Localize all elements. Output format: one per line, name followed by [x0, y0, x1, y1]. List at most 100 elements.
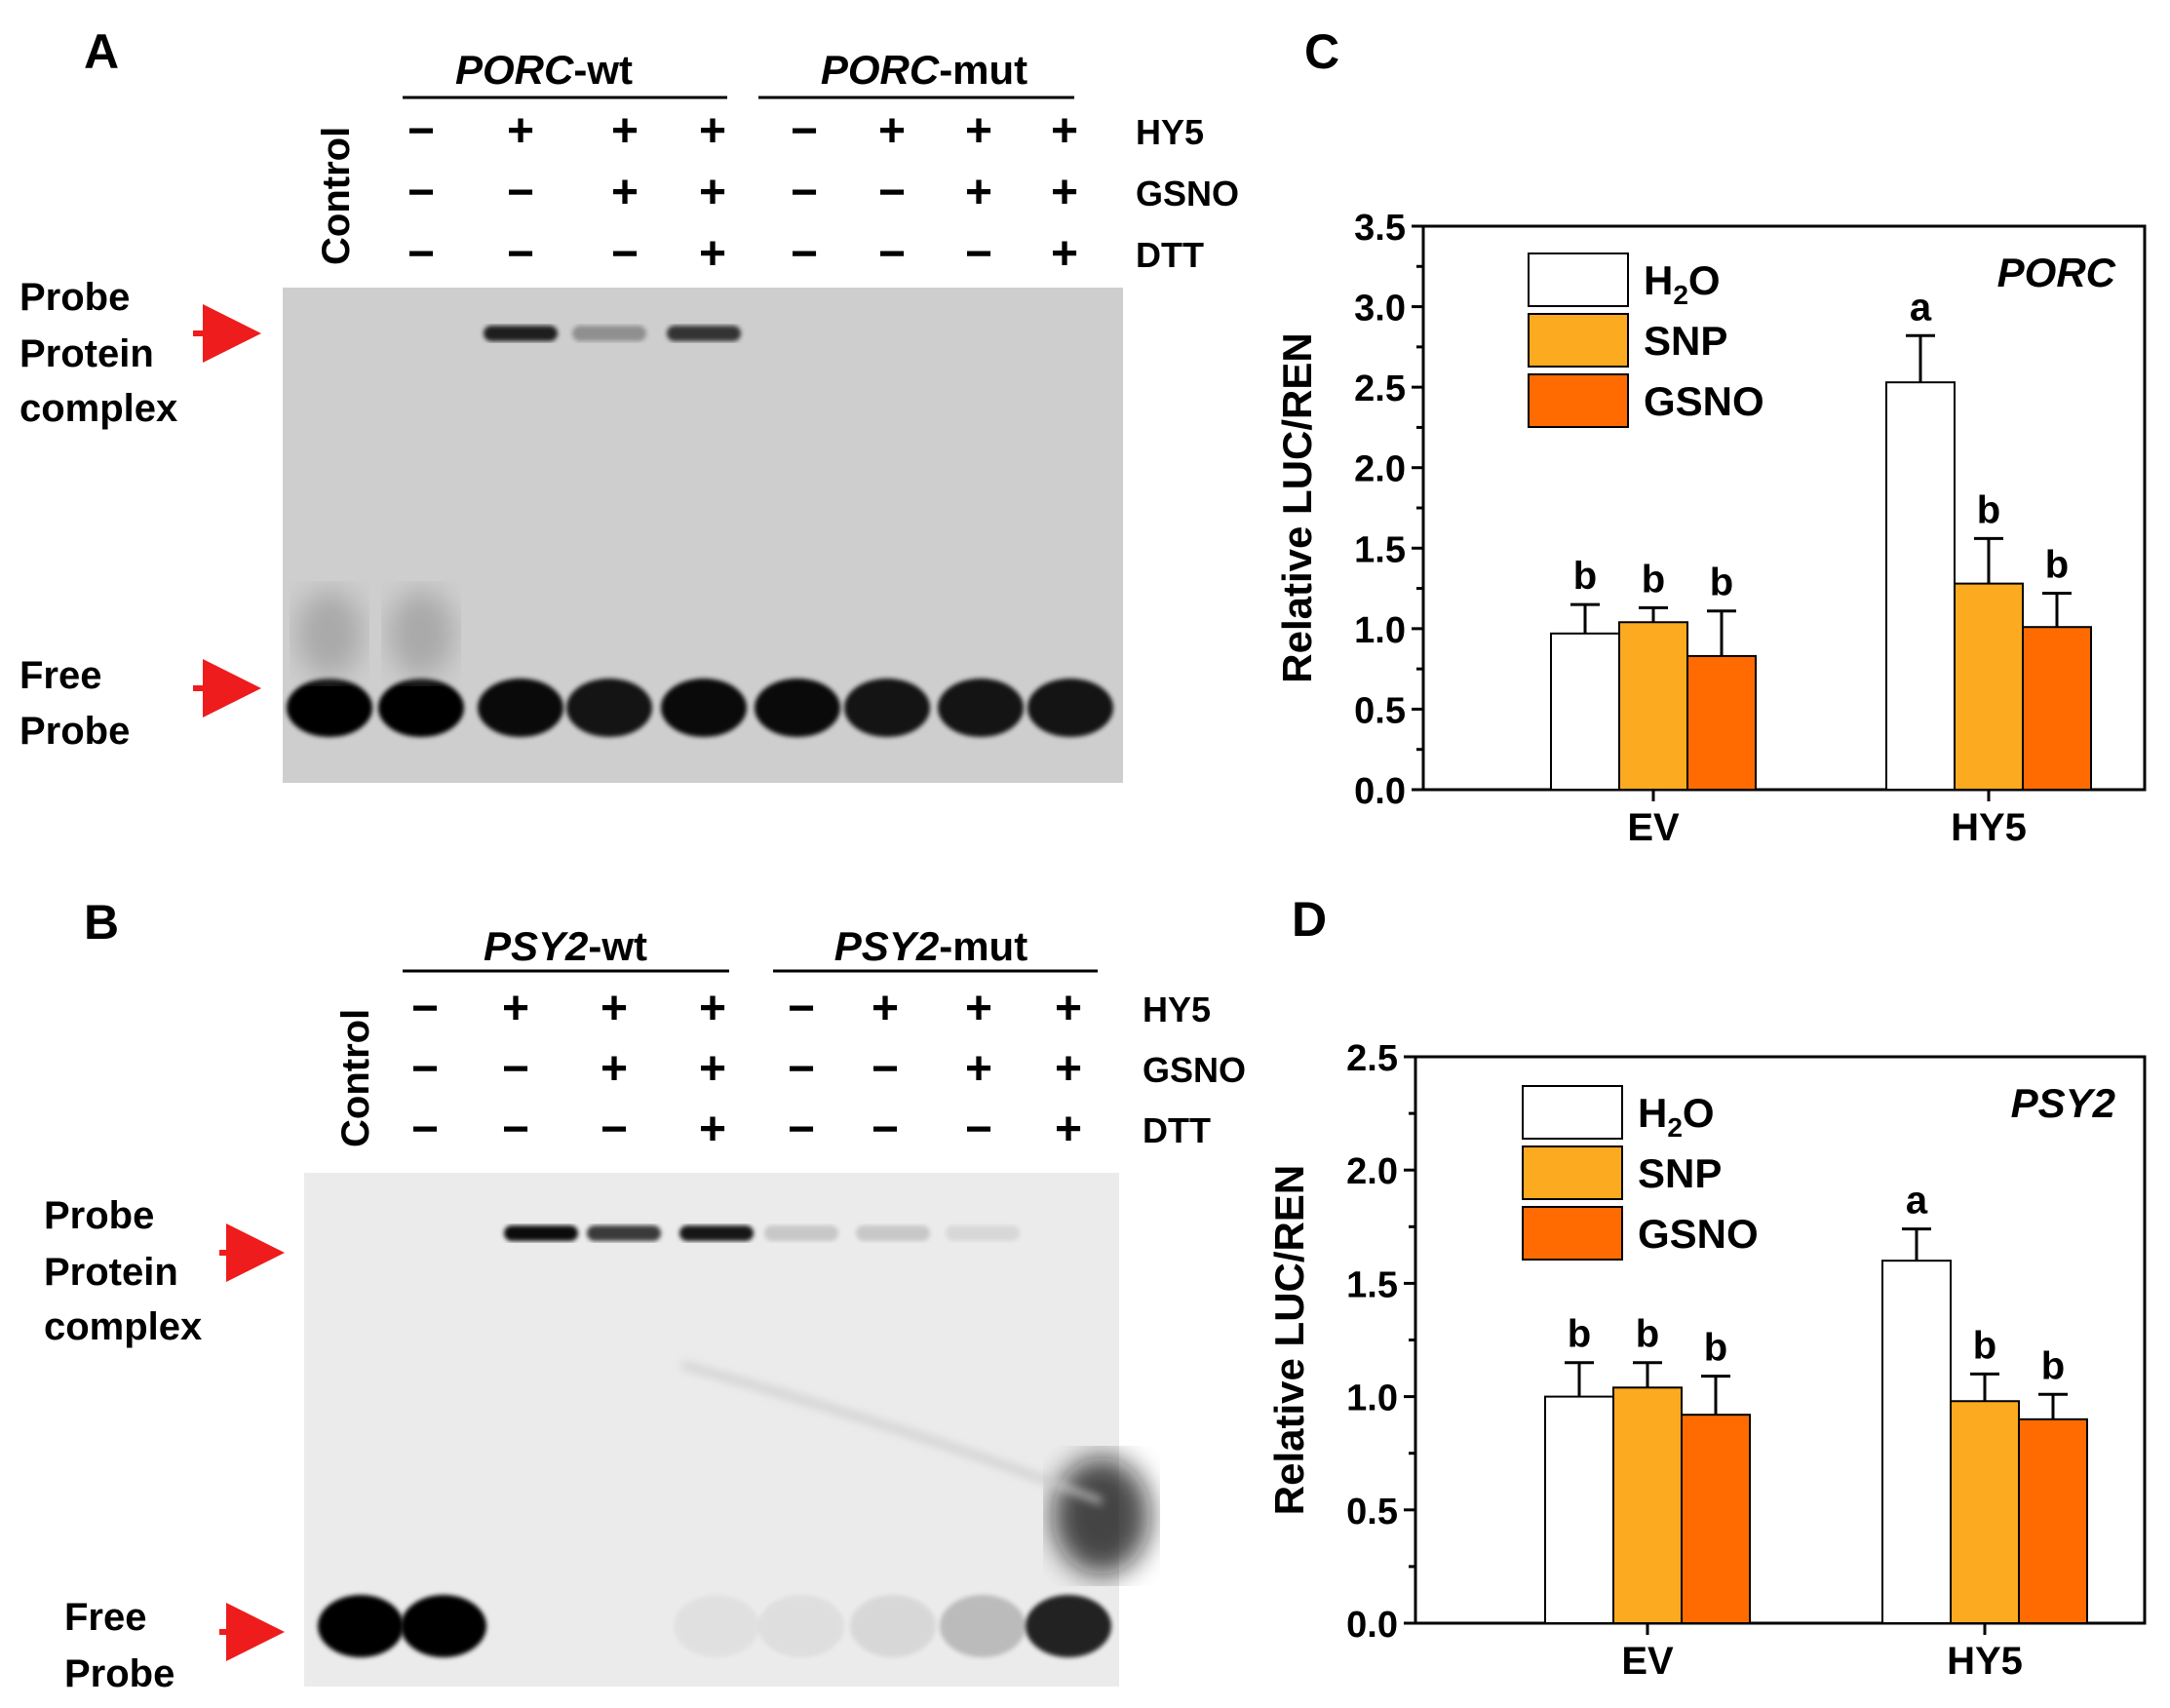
bar-h2o-hy5 [1881, 1260, 1952, 1625]
sign-hy5-lane-5: + [699, 983, 726, 1034]
bar-h2o-ev [1544, 1395, 1614, 1624]
sign-hy5-lane-5: + [699, 105, 726, 157]
bar-gsno-ev [1686, 654, 1757, 792]
sign-hy5-lane-2: − [411, 983, 439, 1034]
sign-gsno-lane-7: − [878, 167, 906, 218]
treatment-row-labels-b: HY5 GSNO DTT [1143, 990, 1246, 1150]
legend-swatch-h2o [1528, 252, 1629, 307]
sign-dtt-lane-9: + [1051, 228, 1078, 280]
significance-letter-gsno-ev: b [1710, 562, 1733, 604]
sign-dtt-lane-7: − [878, 228, 906, 280]
free-probe-label-a: Free Probe [19, 654, 130, 753]
x-tick-label-ev: EV [1621, 1640, 1674, 1683]
legend-swatch-snp [1528, 313, 1629, 368]
free-probe-band-lane-4 [566, 679, 652, 737]
legend-label-h2o: H2O [1638, 1090, 1715, 1143]
sign-hy5-lane-7: + [872, 983, 899, 1034]
row-label-gsno: GSNO [1143, 1050, 1246, 1090]
legend-swatch-h2o [1522, 1085, 1623, 1140]
sign-gsno-lane-4: + [601, 1043, 628, 1095]
smear-lane-2 [388, 590, 454, 678]
sign-hy5-lane-4: + [611, 105, 639, 157]
row-label-hy5: HY5 [1143, 990, 1211, 1029]
free-probe-label-b: Free Probe [64, 1596, 174, 1695]
complex-band-lane-3 [484, 326, 558, 341]
sign-gsno-lane-5: + [699, 167, 726, 218]
sign-gsno-lane-8: + [965, 1043, 992, 1095]
x-tick-label-ev: EV [1627, 806, 1680, 849]
treatment-signs-b: − + + + − + + + − − + + − − + + − − − + − − − + [411, 983, 1082, 1155]
y-tick-label: 2.0 [1354, 449, 1406, 490]
probe-mut-header-b: PSY2-mut [834, 923, 1027, 969]
y-tick-label: 1.5 [1354, 529, 1406, 570]
treatment-row-labels-a: HY5 GSNO DTT [1136, 112, 1239, 275]
control-label-a: Control [315, 127, 358, 265]
x-tick-label-hy5: HY5 [1947, 1640, 2023, 1683]
sign-dtt-lane-2: − [407, 228, 435, 280]
gel-bands-b [318, 1225, 1150, 1657]
sign-dtt-lane-2: − [411, 1104, 439, 1155]
complex-band-lane-6 [764, 1225, 838, 1241]
control-label-b: Control [334, 1009, 377, 1147]
free-probe-band-lane-1 [318, 1595, 404, 1657]
sign-dtt-lane-6: − [791, 228, 818, 280]
sign-hy5-lane-6: − [788, 983, 815, 1034]
complex-band-lane-7 [856, 1225, 930, 1241]
free-probe-band-lane-6 [755, 679, 840, 737]
free-probe-band-lane-8 [938, 679, 1024, 737]
sign-dtt-lane-5: + [699, 1104, 726, 1155]
legend-label-h2o: H2O [1644, 257, 1721, 310]
panel-letter-d: D [1292, 892, 1327, 947]
y-tick-label: 2.5 [1346, 1038, 1398, 1079]
sign-dtt-lane-6: − [788, 1104, 815, 1155]
free-probe-band-lane-9 [1027, 679, 1113, 737]
free-probe-band-lane-3 [478, 679, 563, 737]
sign-dtt-lane-4: − [611, 228, 639, 280]
row-label-dtt: DTT [1136, 235, 1204, 275]
bar-chart-d: 0.0 0.5 1.0 1.5 2.0 2.5 Relative LUC/REN EV b b b H… [1266, 1038, 2147, 1683]
gene-label: PORC [1997, 250, 2116, 295]
y-axis-label: Relative LUC/REN [1266, 1165, 1312, 1515]
y-tick-label: 1.0 [1354, 610, 1406, 651]
bar-chart-c: 0.0 0.5 1.0 1.5 2.0 2.5 3.0 3.5 Relative LUC/REN… [1274, 208, 2147, 849]
sign-gsno-lane-4: + [611, 167, 639, 218]
bar-snp-hy5 [1950, 1400, 2020, 1625]
free-probe-band-lane-1 [287, 679, 372, 737]
sign-hy5-lane-8: + [965, 983, 992, 1034]
legend-swatch-snp [1522, 1145, 1623, 1200]
sign-gsno-lane-7: − [872, 1043, 899, 1095]
sign-hy5-lane-7: + [878, 105, 906, 157]
legend-label-gsno: GSNO [1638, 1211, 1759, 1257]
sign-dtt-lane-3: − [507, 228, 534, 280]
probe-mut-header-a: PORC-mut [821, 47, 1027, 93]
sign-dtt-lane-8: − [965, 228, 992, 280]
significance-letter-snp-hy5: b [1977, 488, 2000, 531]
y-tick-label: 2.0 [1346, 1151, 1398, 1192]
bar-gsno-hy5 [2018, 1417, 2088, 1624]
legend-label-snp: SNP [1638, 1150, 1722, 1196]
sign-gsno-lane-8: + [965, 167, 992, 218]
sign-hy5-lane-6: − [791, 105, 818, 157]
sign-hy5-lane-3: + [502, 983, 529, 1034]
x-tick-label-hy5: HY5 [1951, 806, 2027, 849]
sign-dtt-lane-3: − [502, 1104, 529, 1155]
bar-gsno-ev [1681, 1414, 1751, 1625]
significance-letter-gsno-hy5: b [2045, 544, 2069, 587]
complex-band-lane-4 [572, 326, 646, 341]
free-probe-band-lane-5 [674, 1595, 759, 1657]
sign-dtt-lane-4: − [601, 1104, 628, 1155]
y-tick-label: 3.0 [1354, 289, 1406, 330]
sign-gsno-lane-5: + [699, 1043, 726, 1095]
significance-letter-h2o-ev: b [1573, 555, 1597, 598]
y-tick-label: 2.5 [1354, 369, 1406, 409]
y-tick-label: 0.0 [1346, 1605, 1398, 1646]
free-probe-band-lane-8 [940, 1595, 1026, 1657]
complex-band-lane-5 [667, 326, 741, 341]
legend-swatch-gsno [1522, 1206, 1623, 1261]
free-probe-band-lane-9 [1026, 1595, 1111, 1657]
sign-hy5-lane-4: + [601, 983, 628, 1034]
y-tick-label: 1.5 [1346, 1264, 1398, 1305]
gel-artifact [1053, 1457, 1150, 1574]
complex-label-a: Probe Protein complex [19, 276, 177, 430]
